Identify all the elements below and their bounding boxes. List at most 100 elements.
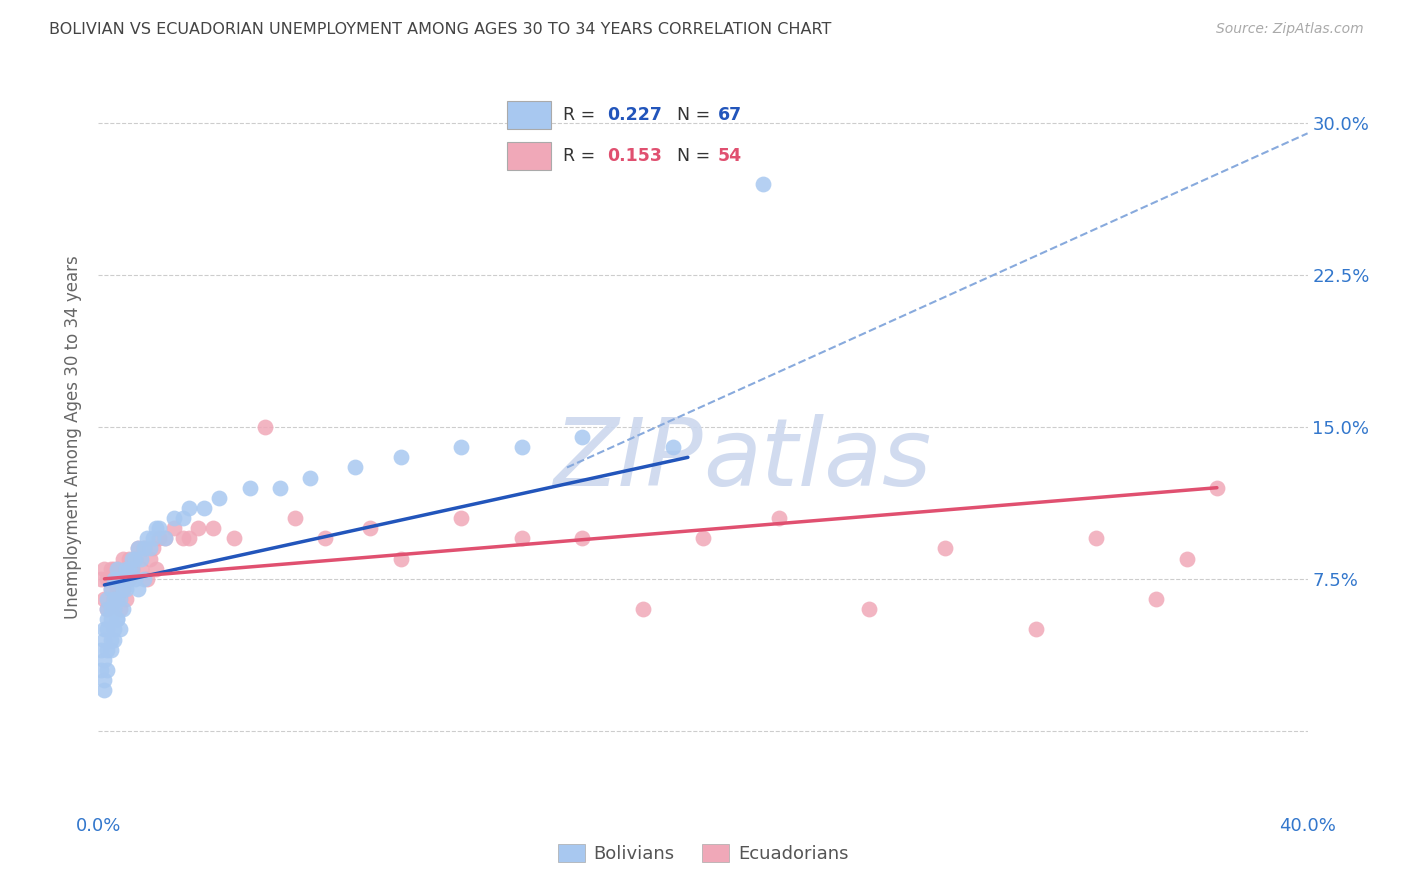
Point	[314, 532, 336, 546]
Point	[114, 562, 136, 576]
Point	[118, 572, 141, 586]
Point	[768, 511, 790, 525]
Point	[105, 592, 128, 607]
Point	[389, 551, 412, 566]
Point	[93, 653, 115, 667]
Point	[389, 450, 412, 465]
Point	[93, 592, 115, 607]
Point	[163, 521, 186, 535]
Point	[111, 572, 134, 586]
Point	[90, 642, 112, 657]
Point	[93, 623, 115, 637]
Point	[105, 612, 128, 626]
Point	[179, 532, 201, 546]
Point	[93, 562, 115, 576]
Point	[153, 532, 176, 546]
Point	[344, 460, 367, 475]
Point	[360, 521, 382, 535]
Point	[103, 572, 125, 586]
Point	[202, 521, 225, 535]
Point	[96, 663, 118, 677]
Point	[100, 582, 122, 596]
Point	[108, 572, 131, 586]
Point	[111, 602, 134, 616]
Point	[103, 562, 125, 576]
Point	[118, 551, 141, 566]
Point	[752, 177, 775, 191]
Point	[172, 532, 194, 546]
Point	[172, 511, 194, 525]
Point	[127, 582, 149, 596]
Point	[96, 642, 118, 657]
Point	[1144, 592, 1167, 607]
Point	[96, 602, 118, 616]
Point	[132, 541, 155, 556]
Point	[571, 532, 593, 546]
Point	[103, 592, 125, 607]
Point	[105, 562, 128, 576]
Point	[692, 532, 714, 546]
Point	[100, 632, 122, 647]
Point	[111, 551, 134, 566]
Point	[1085, 532, 1108, 546]
Point	[100, 562, 122, 576]
Point	[135, 572, 157, 586]
Point	[239, 481, 262, 495]
Point	[934, 541, 956, 556]
Point	[148, 521, 170, 535]
Point	[193, 500, 215, 515]
Point	[96, 572, 118, 586]
Point	[108, 592, 131, 607]
Point	[100, 642, 122, 657]
Text: Source: ZipAtlas.com: Source: ZipAtlas.com	[1216, 22, 1364, 37]
Point	[100, 602, 122, 616]
Point	[450, 440, 472, 454]
Point	[299, 470, 322, 484]
Point	[105, 562, 128, 576]
Point	[121, 562, 143, 576]
Point	[114, 582, 136, 596]
Point	[90, 572, 112, 586]
Point	[510, 532, 533, 546]
Point	[124, 551, 146, 566]
Y-axis label: Unemployment Among Ages 30 to 34 years: Unemployment Among Ages 30 to 34 years	[65, 255, 83, 619]
Point	[100, 612, 122, 626]
Point	[111, 582, 134, 596]
Point	[105, 612, 128, 626]
Point	[121, 551, 143, 566]
Point	[142, 532, 165, 546]
Point	[96, 592, 118, 607]
Point	[153, 532, 176, 546]
Point	[103, 592, 125, 607]
Point	[163, 511, 186, 525]
Text: ZIP: ZIP	[554, 414, 703, 505]
Point	[118, 572, 141, 586]
Point	[100, 582, 122, 596]
Point	[269, 481, 291, 495]
Point	[142, 541, 165, 556]
Point	[103, 602, 125, 616]
Point	[187, 521, 209, 535]
Point	[148, 532, 170, 546]
Point	[179, 500, 201, 515]
Point	[132, 572, 155, 586]
Point	[132, 541, 155, 556]
Point	[858, 602, 880, 616]
Point	[129, 562, 152, 576]
Point	[1024, 623, 1046, 637]
Point	[127, 541, 149, 556]
Text: BOLIVIAN VS ECUADORIAN UNEMPLOYMENT AMONG AGES 30 TO 34 YEARS CORRELATION CHART: BOLIVIAN VS ECUADORIAN UNEMPLOYMENT AMON…	[49, 22, 831, 37]
Point	[93, 673, 115, 687]
Point	[96, 612, 118, 626]
Legend: Bolivians, Ecuadorians: Bolivians, Ecuadorians	[550, 837, 856, 870]
Point	[1175, 551, 1198, 566]
Point	[139, 541, 162, 556]
Point	[510, 440, 533, 454]
Point	[571, 430, 593, 444]
Point	[135, 532, 157, 546]
Point	[90, 663, 112, 677]
Point	[253, 420, 276, 434]
Point	[129, 551, 152, 566]
Point	[661, 440, 683, 454]
Point	[118, 562, 141, 576]
